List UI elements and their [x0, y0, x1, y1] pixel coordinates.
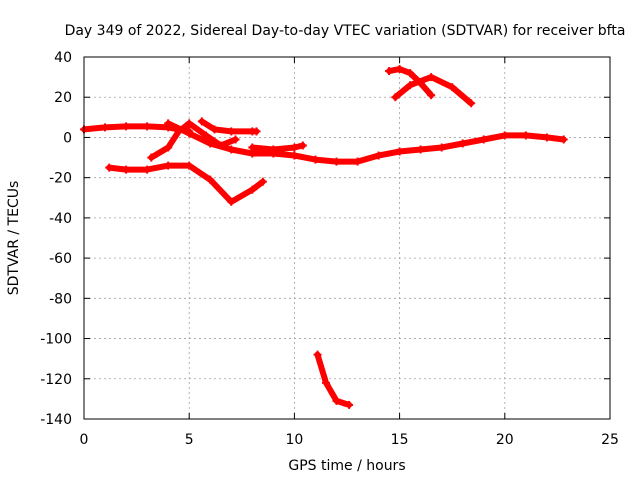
data-point [427, 91, 436, 100]
data-point [458, 139, 467, 148]
data-point [185, 119, 194, 128]
data-point [227, 145, 236, 154]
data-point [252, 127, 261, 136]
data-point [332, 157, 341, 166]
series-arc-6 [249, 142, 306, 153]
data-point [448, 83, 457, 92]
plot-frame [83, 56, 611, 420]
y-tick-label: 20 [54, 90, 72, 106]
data-point [105, 163, 114, 172]
data-point [374, 151, 383, 160]
data-point [248, 185, 257, 194]
data-series [80, 65, 568, 409]
data-point [542, 133, 551, 142]
data-point [353, 157, 362, 166]
data-point [164, 161, 173, 170]
data-point [500, 131, 509, 140]
series-arc-9 [314, 351, 353, 408]
axis-ticks: 40 20 0 -20 -40 -60 -80 -100 -120 -140 0 5 10 15 20 25 [40, 50, 619, 448]
data-point [313, 350, 322, 359]
data-point [164, 143, 173, 152]
data-point [143, 165, 152, 174]
series-arc-3 [106, 162, 266, 205]
data-point [406, 69, 415, 78]
chart-title: Day 349 of 2022, Sidereal Day-to-day VTE… [65, 23, 626, 39]
data-point [101, 123, 110, 132]
data-point [416, 145, 425, 154]
data-point [269, 145, 278, 154]
data-point [216, 141, 225, 150]
data-point [185, 129, 194, 138]
data-point [197, 117, 206, 126]
data-point [437, 143, 446, 152]
x-tick-label: 15 [391, 432, 409, 448]
x-tick-label: 0 [80, 432, 89, 448]
data-point [345, 400, 354, 409]
x-tick-label: 20 [496, 432, 514, 448]
data-point [395, 65, 404, 74]
grid-lines [84, 57, 610, 419]
y-tick-label: -140 [40, 412, 72, 428]
data-point [185, 161, 194, 170]
data-point [206, 175, 215, 184]
y-tick-label: -80 [49, 291, 72, 307]
x-axis-label: GPS time / hours [288, 458, 405, 474]
data-point [231, 135, 240, 144]
data-point [258, 177, 267, 186]
data-point [210, 125, 219, 134]
y-tick-label: -20 [49, 171, 72, 187]
data-point [290, 151, 299, 160]
series-arc-8 [392, 74, 475, 107]
data-point [202, 131, 211, 140]
x-tick-label: 10 [285, 432, 303, 448]
data-point [391, 93, 400, 102]
data-point [147, 153, 156, 162]
y-axis-label: SDTVAR / TECUs [6, 181, 22, 296]
data-point [290, 143, 299, 152]
y-tick-label: -60 [49, 251, 72, 267]
data-point [559, 135, 568, 144]
data-point [164, 119, 173, 128]
data-point [521, 131, 530, 140]
series-arc-4 [198, 118, 260, 135]
data-point [395, 147, 404, 156]
y-tick-label: -120 [40, 372, 72, 388]
data-point [143, 122, 152, 131]
y-tick-label: 0 [63, 130, 72, 146]
data-point [321, 378, 330, 387]
y-tick-label: -40 [49, 211, 72, 227]
data-point [406, 81, 415, 90]
data-point [385, 67, 394, 76]
data-point [427, 73, 436, 82]
x-tick-label: 5 [185, 432, 194, 448]
y-tick-label: -100 [40, 332, 72, 348]
data-point [122, 122, 131, 131]
data-point [227, 197, 236, 206]
x-tick-label: 25 [601, 432, 619, 448]
data-point [332, 396, 341, 405]
data-point [174, 127, 183, 136]
data-point [298, 141, 307, 150]
y-tick-label: 40 [54, 50, 72, 66]
data-point [467, 99, 476, 108]
data-point [248, 143, 257, 152]
data-point [227, 127, 236, 136]
data-point [479, 135, 488, 144]
data-point [122, 165, 131, 174]
data-point [311, 155, 320, 164]
